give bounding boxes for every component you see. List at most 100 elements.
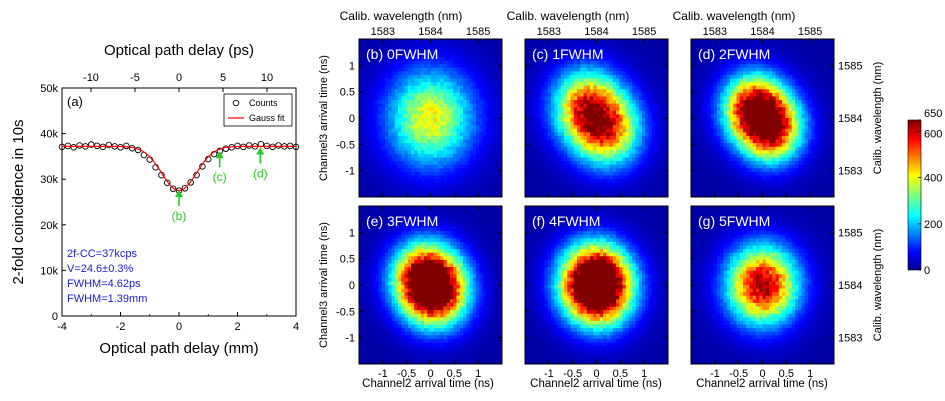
- heatmap-cell: [724, 39, 728, 43]
- heatmap-cell: [691, 82, 695, 86]
- heatmap-cell: [492, 183, 496, 187]
- heatmap-cell: [379, 175, 383, 179]
- heatmap-cell: [444, 183, 448, 187]
- heatmap-cell: [567, 154, 571, 158]
- heatmap-cell: [626, 50, 630, 54]
- heatmap-cell: [401, 190, 405, 194]
- heatmap-cell: [450, 161, 454, 165]
- heatmap-cell: [369, 89, 373, 93]
- heatmap-cell: [405, 143, 409, 147]
- heatmap-cell: [717, 104, 721, 108]
- heatmap-cell: [470, 143, 474, 147]
- heatmap-cell: [821, 82, 825, 86]
- heatmap-cell: [453, 161, 457, 165]
- heatmap-cell: [632, 46, 636, 50]
- heatmap-cell: [483, 89, 487, 93]
- heatmap-cell: [707, 68, 711, 72]
- heatmap-cell: [434, 93, 438, 97]
- heatmap-cell: [597, 150, 601, 154]
- heatmap-cell: [466, 140, 470, 144]
- heatmap-cell: [437, 183, 441, 187]
- heatmap-cell: [479, 39, 483, 43]
- heatmap-cell: [584, 114, 588, 118]
- heatmap-cell: [385, 104, 389, 108]
- heatmap-cell: [450, 50, 454, 54]
- heatmap-cell: [388, 158, 392, 162]
- heatmap-cell: [619, 154, 623, 158]
- heatmap-cell: [636, 165, 640, 169]
- heatmap-cell: [652, 183, 656, 187]
- heatmap-cell: [460, 168, 464, 172]
- heatmap-cell: [525, 104, 529, 108]
- heatmap-cell: [645, 71, 649, 75]
- heatmap-cell: [818, 50, 822, 54]
- heatmap-cell: [756, 71, 760, 75]
- heatmap-cell: [636, 64, 640, 68]
- heatmap-cell: [554, 64, 558, 68]
- heatmap-cell: [421, 114, 425, 118]
- heatmap-cell: [639, 82, 643, 86]
- heatmap-cell: [655, 104, 659, 108]
- heatmap-cell: [457, 172, 461, 176]
- heatmap-cell: [366, 71, 370, 75]
- heatmap-cell: [483, 118, 487, 122]
- top-tick-label: 10: [261, 72, 273, 84]
- heatmap-cell: [492, 190, 496, 194]
- heatmap-cell: [558, 100, 562, 104]
- heatmap-cell: [450, 147, 454, 151]
- heatmap-cell: [655, 100, 659, 104]
- heatmap-cell: [476, 125, 480, 129]
- heatmap-cell: [545, 175, 549, 179]
- heatmap-cell: [795, 114, 799, 118]
- heatmap-cell: [649, 143, 653, 147]
- heatmap-cell: [623, 132, 627, 136]
- heatmap-cell: [785, 43, 789, 47]
- heatmap-cell: [431, 183, 435, 187]
- heatmap-cell: [437, 186, 441, 190]
- heatmap-cell: [411, 136, 415, 140]
- heatmap-cell: [375, 136, 379, 140]
- heatmap-cell: [440, 179, 444, 183]
- heatmap-cell: [655, 53, 659, 57]
- heatmap-cell: [528, 190, 532, 194]
- heatmap-cell: [457, 82, 461, 86]
- heatmap-cell: [479, 89, 483, 93]
- heatmap-cell: [379, 183, 383, 187]
- heatmap-cell: [561, 161, 565, 165]
- heatmap-cell: [623, 53, 627, 57]
- heatmap-cell: [616, 82, 620, 86]
- heatmap-cell: [567, 114, 571, 118]
- heatmap-cell: [616, 86, 620, 90]
- heatmap-cell: [655, 79, 659, 83]
- heatmap-cell: [707, 75, 711, 79]
- heatmap-cell: [440, 175, 444, 179]
- heatmap-cell: [613, 50, 617, 54]
- heatmap-cell: [414, 107, 418, 111]
- heatmap-cell: [486, 53, 490, 57]
- heatmap-cell: [711, 89, 715, 93]
- heatmap-cell: [603, 161, 607, 165]
- heatmap-cell: [610, 122, 614, 126]
- heatmap-cell: [600, 104, 604, 108]
- heatmap-cell: [652, 179, 656, 183]
- heatmap-cell: [658, 179, 662, 183]
- heatmap-cell: [427, 111, 431, 115]
- heatmap-cell: [395, 111, 399, 115]
- heatmap-cell: [632, 140, 636, 144]
- heatmap-cell: [730, 89, 734, 93]
- heatmap-cell: [434, 71, 438, 75]
- heatmap-cell: [662, 82, 666, 86]
- heatmap-cell: [782, 82, 786, 86]
- heatmap-cell: [600, 161, 604, 165]
- heatmap-cell: [597, 175, 601, 179]
- heatmap-cell: [379, 107, 383, 111]
- heatmap-cell: [580, 71, 584, 75]
- heatmap-cell: [571, 125, 575, 129]
- heatmap-cell: [492, 186, 496, 190]
- heatmap-cell: [447, 61, 451, 65]
- heatmap-cell: [405, 158, 409, 162]
- heatmap-cell: [395, 129, 399, 133]
- heatmap-cell: [496, 100, 500, 104]
- heatmap-cell: [375, 154, 379, 158]
